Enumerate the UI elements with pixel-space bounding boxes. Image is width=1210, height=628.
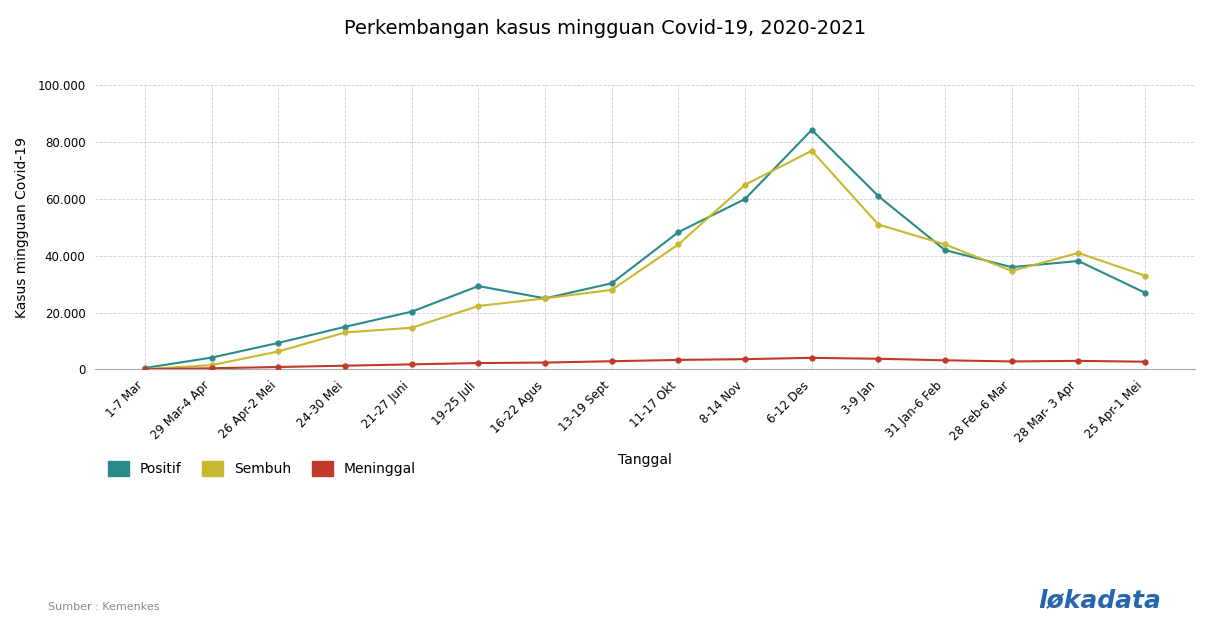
Y-axis label: Kasus mingguan Covid-19: Kasus mingguan Covid-19	[15, 137, 29, 318]
Legend: Positif, Sembuh, Meninggal: Positif, Sembuh, Meninggal	[102, 456, 422, 482]
Text: Perkembangan kasus mingguan Covid-19, 2020-2021: Perkembangan kasus mingguan Covid-19, 20…	[344, 19, 866, 38]
X-axis label: Tanggal: Tanggal	[618, 453, 672, 467]
Text: løkadata: løkadata	[1038, 588, 1162, 612]
Text: Sumber : Kemenkes: Sumber : Kemenkes	[48, 602, 160, 612]
